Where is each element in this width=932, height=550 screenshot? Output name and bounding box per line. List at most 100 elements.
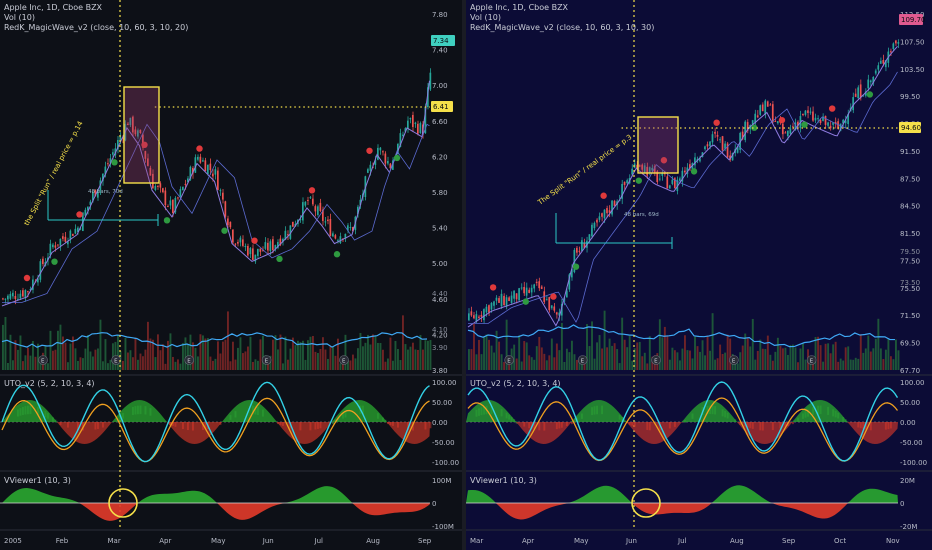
candle-body [154, 185, 157, 190]
candle-body [761, 104, 764, 112]
candle-body [874, 70, 877, 74]
candle-body [498, 298, 500, 303]
volume-bar [17, 349, 19, 370]
price-tick-label: 67.70 [900, 367, 920, 375]
volume-bar [518, 335, 521, 370]
candle-body [17, 298, 19, 300]
volume-bar [302, 340, 304, 370]
volume-bar [862, 352, 865, 370]
volume-bar [49, 330, 52, 370]
volume-bar [696, 346, 699, 370]
candle-body [601, 213, 603, 217]
volume-bar [229, 361, 232, 370]
candle-body [488, 305, 490, 313]
volume-bar [384, 361, 387, 370]
candle-body [257, 248, 259, 256]
candle-body [404, 128, 407, 132]
uto-positive-area [466, 400, 898, 422]
candle-body [832, 122, 834, 125]
volume-bar [172, 356, 174, 370]
candle-body [478, 316, 480, 318]
volume-bar [834, 341, 837, 370]
volume-bar [555, 343, 558, 370]
volume-bar [164, 363, 167, 370]
volume-bar [538, 336, 541, 370]
candle-body [19, 293, 22, 299]
candle-body [249, 248, 252, 255]
candle-body [872, 76, 875, 84]
price-tick-label: 4.20 [432, 331, 448, 339]
uto-negative-area [0, 422, 430, 444]
candle-body [209, 163, 212, 171]
volume-bar [802, 343, 804, 370]
candle-body [528, 289, 530, 293]
candle-body [636, 164, 638, 169]
signal-dot-red [489, 284, 497, 291]
volume-bar [97, 348, 99, 370]
candle-body [558, 312, 561, 316]
volume-bar [242, 353, 244, 370]
volume-bar [749, 346, 752, 370]
candle-body [202, 160, 204, 162]
event-marker-label: E [810, 359, 814, 365]
candle-body [646, 166, 649, 176]
volume-bar [548, 355, 551, 370]
candle-body [54, 245, 57, 248]
current-price-label: 109.70 [901, 16, 926, 24]
volume-bar [593, 358, 596, 370]
candle-body [379, 147, 382, 151]
candle-body [59, 238, 62, 246]
bars-measure-label: 48 bars, 69d [624, 212, 659, 218]
volume-bar [550, 338, 553, 370]
candle-body [327, 219, 329, 222]
signal-dot-green [51, 258, 58, 265]
volume-bar [565, 348, 568, 370]
volume-bar [217, 341, 219, 370]
volume-bar [344, 334, 347, 370]
candle-body [4, 298, 7, 300]
volume-bar [814, 337, 817, 370]
volume-bar [844, 347, 847, 370]
candle-body [152, 173, 154, 189]
uto-histogram-bar [792, 422, 794, 425]
time-tick-label: Jul [677, 537, 687, 545]
signal-dot-red [308, 187, 316, 194]
volume-bar [239, 337, 242, 370]
volume-bar [525, 342, 528, 370]
candle-body [570, 268, 573, 278]
volume-bar [483, 336, 485, 370]
candle-body [127, 123, 129, 126]
candle-body [274, 245, 277, 250]
candle-body [219, 190, 222, 192]
current-price-tag [899, 14, 923, 25]
candle-body [568, 274, 571, 290]
volume-bar [681, 348, 684, 370]
candle-body [520, 287, 523, 289]
volume-bar [560, 322, 563, 370]
volume-bar [142, 356, 144, 370]
candle-body [776, 121, 779, 124]
volume-bar [626, 347, 629, 370]
volume-bar [809, 363, 812, 370]
uto-tick-label: -50.00 [432, 439, 455, 447]
volume-bar [72, 336, 74, 370]
candle-body [222, 192, 224, 200]
candle-body [721, 136, 724, 151]
volume-bar [417, 349, 419, 370]
bars-measure-label: 48 bars, 70d [88, 189, 123, 195]
signal-dot-red [778, 116, 786, 124]
candle-body [239, 237, 242, 243]
candle-body [608, 210, 611, 213]
volume-bar [739, 352, 742, 370]
time-tick-label: Sep [782, 537, 796, 545]
volume-bar [202, 335, 204, 370]
candle-body [854, 93, 857, 97]
candle-body [389, 163, 392, 169]
candle-body [387, 160, 389, 164]
vv-tick-label: 0 [900, 500, 904, 508]
vv-tick-label: 0 [432, 500, 436, 508]
volume-bar [520, 361, 523, 370]
volume-bar [882, 359, 885, 370]
volume-bar [124, 337, 127, 370]
